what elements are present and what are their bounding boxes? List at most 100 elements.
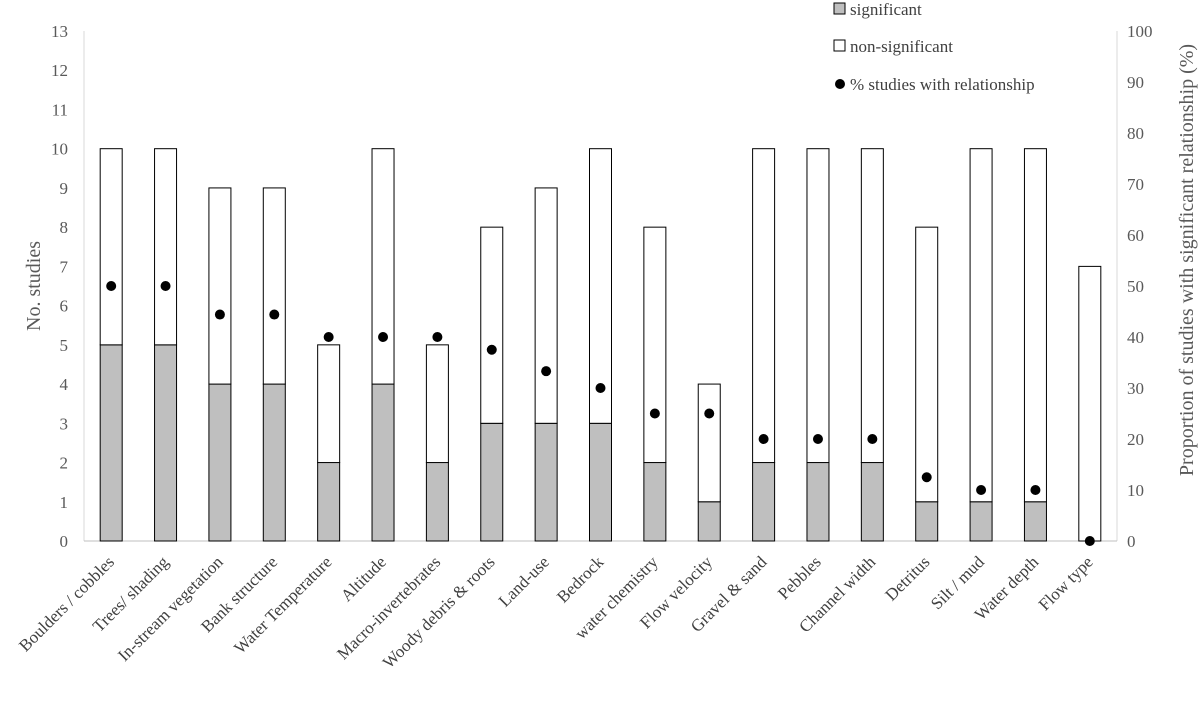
- percent-point: [921, 472, 932, 483]
- y-tick-label: 10: [51, 140, 68, 159]
- y-tick-label: 4: [60, 375, 69, 394]
- y-tick-label: 9: [60, 179, 69, 198]
- percent-point: [432, 332, 443, 342]
- y-tick-label: 2: [60, 454, 69, 473]
- legend-label-percent: % studies with relationship: [850, 75, 1035, 94]
- bars: [99, 148, 1102, 542]
- bar-significant: [915, 501, 939, 542]
- right-axis-ticks: 0 10 20 30 40 50 60 70 80 90 100: [1127, 22, 1153, 551]
- bar-non-significant: [860, 148, 884, 464]
- y2-tick-label: 100: [1127, 22, 1153, 41]
- category-label: Land-use: [495, 552, 553, 610]
- percent-point: [758, 434, 769, 444]
- y2-tick-label: 40: [1127, 328, 1144, 347]
- bar-non-significant: [154, 148, 178, 346]
- category-label: Detritus: [881, 552, 933, 604]
- bar-non-significant: [915, 226, 939, 503]
- legend: significant non-significant % studies wi…: [833, 0, 1035, 94]
- y2-tick-label: 70: [1127, 175, 1144, 194]
- bar-non-significant: [371, 148, 395, 385]
- legend-marker-percent: [835, 79, 845, 89]
- percent-point: [160, 281, 171, 291]
- y-tick-label: 11: [52, 100, 68, 119]
- y-tick-label: 7: [60, 257, 69, 276]
- y-tick-label: 6: [60, 297, 69, 316]
- bar-non-significant: [752, 148, 776, 464]
- bar-non-significant: [969, 148, 993, 503]
- left-axis-title: No. studies: [23, 241, 45, 331]
- percent-point: [269, 309, 280, 320]
- y-tick-label: 1: [60, 493, 69, 512]
- bar-significant: [262, 383, 286, 542]
- y-tick-label: 12: [51, 61, 68, 80]
- percent-point: [486, 344, 497, 355]
- y2-tick-label: 20: [1127, 430, 1144, 449]
- category-label: Water Temperature: [230, 552, 335, 657]
- y-tick-label: 8: [60, 218, 69, 237]
- bar-significant: [480, 422, 504, 542]
- category-label: In-stream vegetation: [114, 552, 227, 665]
- bar-non-significant: [208, 187, 232, 385]
- legend-label-significant: significant: [850, 0, 922, 19]
- bar-significant: [208, 383, 232, 542]
- bar-significant: [99, 344, 123, 542]
- category-label: Altitude: [337, 552, 390, 605]
- percent-point: [1030, 485, 1041, 495]
- percent-point: [541, 366, 552, 377]
- percent-point: [106, 281, 117, 291]
- bar-significant: [425, 462, 449, 542]
- legend-swatch-significant: [833, 2, 846, 15]
- bar-significant: [752, 462, 776, 542]
- percent-point: [214, 309, 225, 320]
- percent-point: [378, 332, 389, 342]
- bar-non-significant: [534, 187, 558, 424]
- bar-non-significant: [480, 226, 504, 424]
- bar-non-significant: [99, 148, 123, 346]
- category-label: Flow type: [1035, 552, 1097, 614]
- bar-significant: [697, 501, 721, 542]
- y-tick-label: 0: [60, 532, 69, 551]
- bar-significant: [1023, 501, 1047, 542]
- y2-tick-label: 0: [1127, 532, 1136, 551]
- bar-significant: [154, 344, 178, 542]
- bar-significant: [969, 501, 993, 542]
- bar-significant: [643, 462, 667, 542]
- category-label: Boulders / cobbles: [15, 552, 118, 655]
- y2-tick-label: 90: [1127, 73, 1144, 92]
- legend-label-non-significant: non-significant: [850, 37, 953, 56]
- bar-non-significant: [1078, 265, 1102, 542]
- percent-point: [1084, 536, 1095, 546]
- bar-non-significant: [425, 344, 449, 464]
- y-tick-label: 3: [60, 414, 69, 433]
- y2-tick-label: 10: [1127, 481, 1144, 500]
- bar-significant: [371, 383, 395, 542]
- y-tick-label: 13: [51, 22, 68, 41]
- percent-point: [867, 434, 878, 444]
- y2-tick-label: 30: [1127, 379, 1144, 398]
- percent-point: [812, 434, 823, 444]
- points: [106, 281, 1095, 546]
- bar-non-significant: [1023, 148, 1047, 503]
- percent-point: [704, 408, 715, 419]
- bar-non-significant: [697, 383, 721, 503]
- y2-tick-label: 60: [1127, 226, 1144, 245]
- bar-significant: [589, 422, 612, 542]
- category-label: Macro-invertebrates: [333, 552, 444, 663]
- right-axis-title: Proportion of studies with significant r…: [1176, 44, 1198, 476]
- bar-significant: [806, 462, 830, 542]
- y2-tick-label: 50: [1127, 277, 1144, 296]
- y-tick-label: 5: [60, 336, 69, 355]
- bar-non-significant: [643, 226, 667, 464]
- bar-non-significant: [317, 344, 341, 464]
- legend-swatch-non-significant: [833, 39, 846, 52]
- bar-significant: [860, 462, 884, 542]
- category-label: Bedrock: [553, 552, 608, 607]
- category-label: Pebbles: [774, 552, 825, 603]
- percent-point: [649, 408, 660, 419]
- bar-non-significant: [262, 187, 286, 385]
- y2-tick-label: 80: [1127, 124, 1144, 143]
- bar-significant: [317, 462, 341, 542]
